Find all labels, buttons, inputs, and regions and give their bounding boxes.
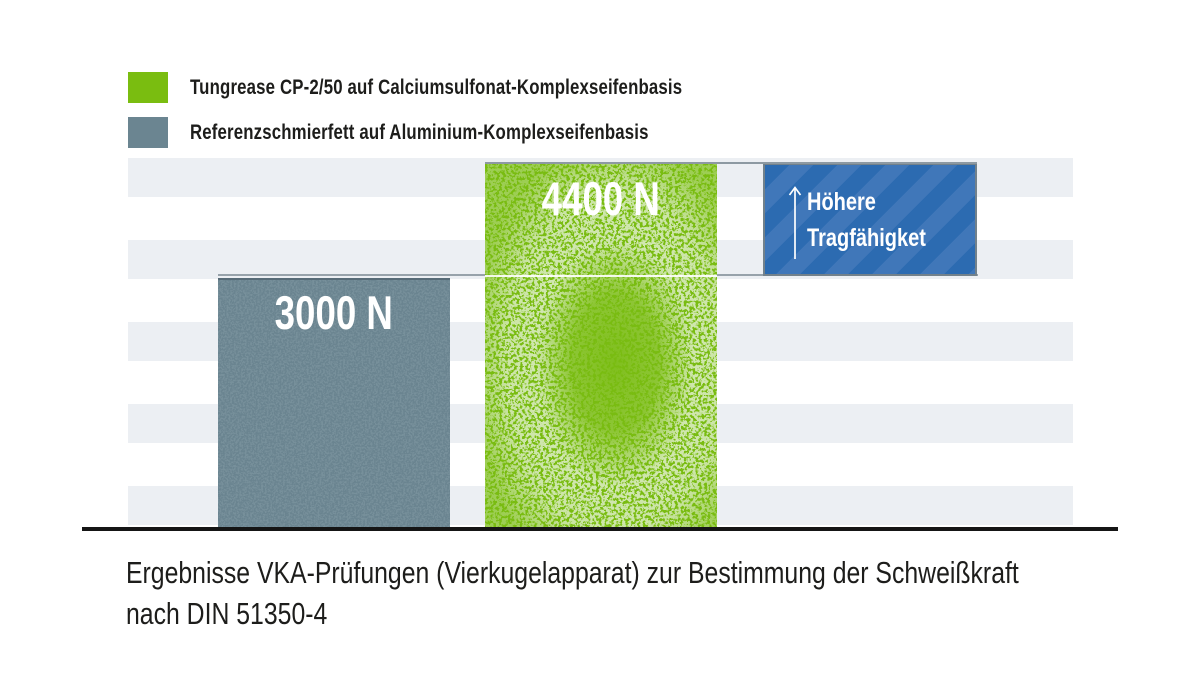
max-level-line (485, 162, 977, 164)
legend-item-reference: Referenzschmierfett auf Aluminium-Komple… (128, 117, 763, 148)
bar-value-reference: 3000 N (274, 286, 394, 339)
reference-level-marker-on-bar (485, 275, 717, 277)
bar-reference-grease: 3000 N (218, 278, 450, 527)
legend-item-tungrease: Tungrease CP-2/50 auf Calciumsulfonat-Ko… (128, 72, 805, 103)
legend-label-reference: Referenzschmierfett auf Aluminium-Komple… (190, 120, 649, 144)
legend-swatch-gray (128, 117, 168, 148)
arrow-up-icon (788, 186, 802, 259)
legend-label-tungrease: Tungrease CP-2/50 auf Calciumsulfonat-Ko… (190, 75, 683, 99)
bar-tungrease: 4400 N (485, 163, 717, 527)
chart-plot-area: 3000 N (128, 158, 1073, 527)
legend-swatch-green (128, 72, 168, 103)
gray-bar-speckle-texture (218, 280, 450, 527)
caption-line-1: Ergebnisse VKA-Prüfungen (Vierkugelappar… (126, 555, 1019, 590)
higher-load-capacity-label: Höhere Tragfähigket (807, 187, 926, 252)
caption-line-2: nach DIN 51350-4 (126, 596, 328, 631)
higher-load-capacity-box: Höhere Tragfähigket (763, 163, 977, 276)
green-bar-spray-texture (485, 163, 717, 527)
bar-value-tungrease: 4400 N (541, 172, 661, 225)
chart-caption: Ergebnisse VKA-Prüfungen (Vierkugelappar… (126, 552, 1200, 634)
x-axis-baseline (82, 527, 1118, 531)
